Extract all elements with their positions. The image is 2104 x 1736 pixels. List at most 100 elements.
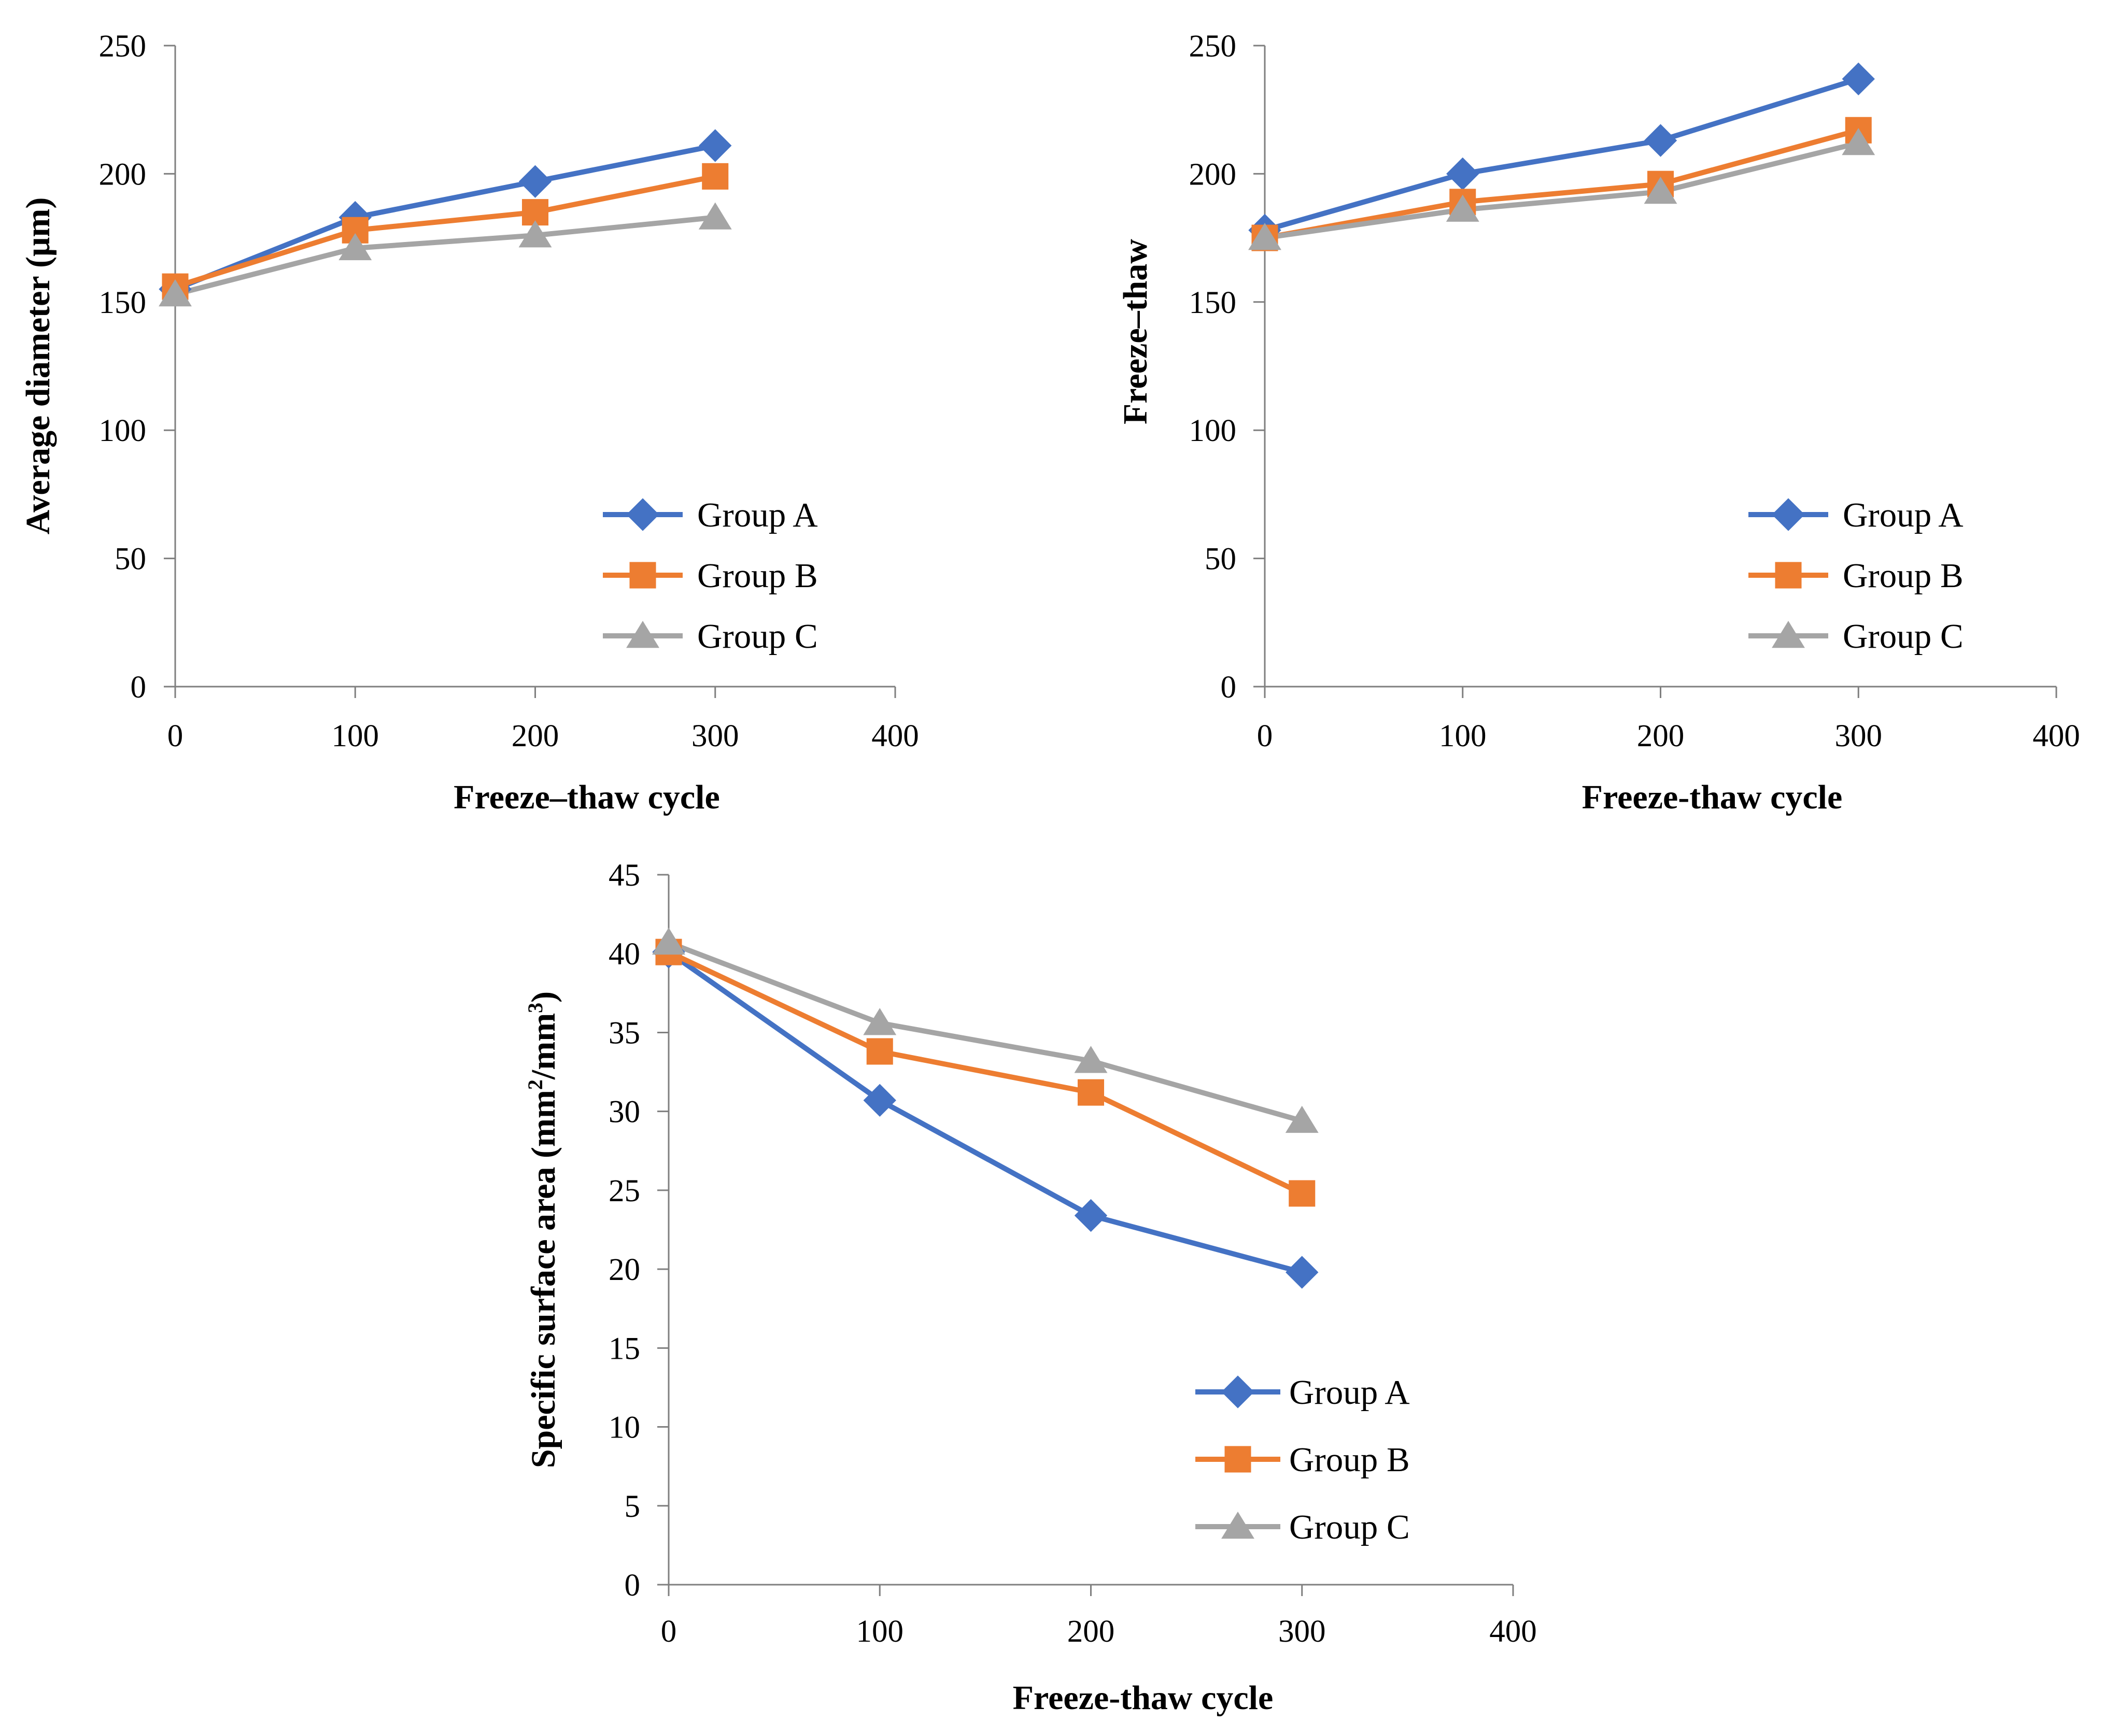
- x-tick-label: 300: [1278, 1614, 1326, 1649]
- x-tick-label: 200: [1637, 719, 1685, 753]
- y-tick-label: 100: [99, 414, 147, 448]
- series-line-group-c: [1262, 140, 1861, 241]
- data-point-group-c: [652, 927, 685, 955]
- legend-item: Group C: [1195, 1508, 1410, 1546]
- legend-marker: [626, 498, 659, 531]
- chart-freeze-thaw: 0 50 100 150 200 250 0 100 200 300 400 Freeze-thaw …: [1117, 29, 2080, 816]
- x-tick-label: 300: [691, 719, 739, 753]
- series-line-group-b: [1262, 127, 1861, 241]
- legend-item: Group B: [1195, 1441, 1410, 1479]
- data-point-group-b: [866, 1038, 893, 1065]
- x-tick-label: 0: [661, 1614, 677, 1649]
- data-point-group-c: [1285, 1105, 1319, 1133]
- data-point-group-a: [518, 165, 552, 198]
- x-tick-label: 400: [2032, 719, 2080, 753]
- x-tick-label: 0: [1257, 719, 1273, 753]
- legend-label: Group C: [1843, 617, 1964, 656]
- data-point-group-c: [518, 220, 552, 248]
- legend-item: Group A: [1195, 1373, 1410, 1412]
- y-tick-label: 100: [1189, 414, 1237, 448]
- legend-label: Group B: [1843, 557, 1964, 595]
- y-tick-label: 45: [609, 858, 640, 893]
- data-point-group-c: [1248, 223, 1281, 250]
- legend-marker: [1221, 1375, 1254, 1408]
- y-tick-label: 15: [609, 1331, 640, 1366]
- series-line-group-b: [173, 174, 718, 290]
- data-point-group-b: [1077, 1079, 1105, 1106]
- legend-label: Group C: [697, 617, 818, 656]
- data-point-group-a: [863, 1084, 896, 1117]
- data-point-group-a: [699, 129, 732, 162]
- data-point-group-c: [698, 202, 732, 230]
- legend-item: Group B: [603, 557, 818, 595]
- y-axis-title: Average diameter (μm): [19, 197, 57, 535]
- x-axis-title: Freeze-thaw cycle: [1582, 778, 1843, 816]
- y-tick-label: 150: [1189, 286, 1237, 320]
- data-point-group-b: [1289, 1180, 1316, 1207]
- y-axis-title: Specific surface area (mm2/mm3): [524, 991, 562, 1468]
- x-tick-label: 400: [1489, 1614, 1537, 1649]
- legend-item: Group C: [603, 617, 818, 656]
- x-tick-label: 100: [332, 719, 379, 753]
- legend-marker: [1224, 1446, 1251, 1473]
- legend: Group A Group B Group C: [603, 496, 818, 656]
- legend-label: Group A: [1843, 496, 1964, 534]
- legend-label: Group B: [697, 557, 818, 595]
- legend-marker: [1775, 562, 1802, 589]
- data-point-group-a: [1286, 1256, 1319, 1289]
- legend-label: Group A: [697, 496, 818, 534]
- legend-item: Group A: [603, 496, 818, 534]
- y-tick-label: 40: [609, 937, 640, 972]
- y-tick-label: 30: [609, 1095, 640, 1130]
- legend: Group A Group B Group C: [1748, 496, 1964, 656]
- data-point-group-a: [1446, 157, 1479, 191]
- legend-label: Group C: [1289, 1508, 1410, 1546]
- y-tick-label: 50: [115, 542, 146, 577]
- legend-item: Group A: [1748, 496, 1964, 534]
- legend-marker: [1772, 498, 1805, 531]
- y-tick-label: 0: [1221, 670, 1237, 705]
- data-point-group-c: [1074, 1046, 1108, 1073]
- series-line-group-b: [666, 949, 1305, 1196]
- data-point-group-c: [1446, 194, 1479, 222]
- chart-average-diameter: 0 50 100 150 200 250 0 100 200 300 400 Freeze–thaw …: [19, 29, 919, 816]
- series-line-group-c: [666, 940, 1305, 1123]
- y-tick-label: 250: [99, 29, 147, 64]
- y-tick-label: 150: [99, 286, 147, 320]
- legend-marker: [626, 620, 659, 648]
- y-tick-label: 20: [609, 1253, 640, 1287]
- x-axis-title: Freeze-thaw cycle: [1013, 1679, 1274, 1717]
- data-point-group-a: [1842, 62, 1875, 96]
- data-point-group-c: [863, 1008, 897, 1035]
- x-tick-label: 100: [856, 1614, 904, 1649]
- data-point-group-b: [702, 163, 729, 190]
- series-line-group-c: [173, 215, 718, 297]
- y-tick-label: 0: [625, 1568, 641, 1603]
- data-point-group-a: [1074, 1199, 1108, 1232]
- data-point-group-c: [338, 233, 372, 261]
- x-tick-label: 100: [1439, 719, 1487, 753]
- legend-item: Group B: [1748, 557, 1964, 595]
- y-tick-label: 200: [99, 157, 147, 192]
- series-line-group-a: [1262, 76, 1861, 233]
- y-tick-label: 10: [609, 1411, 640, 1445]
- y-tick-label: 5: [625, 1489, 641, 1524]
- x-tick-label: 200: [1067, 1614, 1115, 1649]
- legend-label: Group B: [1289, 1441, 1410, 1479]
- legend: Group A Group B Group C: [1195, 1373, 1410, 1546]
- legend-marker: [1221, 1511, 1254, 1539]
- legend-marker: [629, 562, 656, 589]
- data-point-group-c: [1842, 127, 1875, 155]
- chart-specific-surface-area: 0 5 10 15 20 25 30 35 40 45 0 100 200 300 400 Freeze-th…: [524, 858, 1537, 1717]
- y-tick-label: 200: [1189, 157, 1237, 192]
- series-line-group-a: [173, 143, 718, 292]
- data-point-group-c: [159, 279, 192, 307]
- x-tick-label: 0: [167, 719, 183, 753]
- x-axis-title: Freeze–thaw cycle: [454, 778, 720, 816]
- legend-item: Group C: [1748, 617, 1964, 656]
- series-line-group-a: [666, 949, 1305, 1275]
- data-point-group-a: [1644, 124, 1677, 157]
- y-tick-label: 0: [131, 670, 147, 705]
- x-tick-label: 300: [1835, 719, 1883, 753]
